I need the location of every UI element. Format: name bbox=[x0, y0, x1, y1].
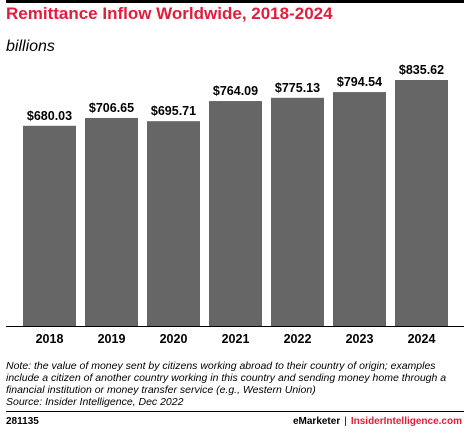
data-label-2022: $775.13 bbox=[275, 81, 320, 95]
brand-emarketer: eMarketer bbox=[292, 416, 341, 427]
bar-2022 bbox=[271, 97, 324, 326]
x-tick-2020: 2020 bbox=[160, 332, 188, 346]
credit: eMarketer | InsiderIntelligence.com bbox=[293, 416, 462, 427]
bar-chart: $680.03 2018 $706.65 2019 $695.71 2020 $764.09… bbox=[6, 63, 464, 346]
data-label-2019: $706.65 bbox=[89, 101, 134, 115]
x-tick-2018: 2018 bbox=[36, 332, 64, 346]
chart-note: Note: the value of money sent by citizen… bbox=[6, 360, 464, 408]
data-label-2020: $695.71 bbox=[151, 104, 196, 118]
x-tick-2019: 2019 bbox=[98, 332, 126, 346]
x-tick-2021: 2021 bbox=[222, 332, 250, 346]
bar-2019 bbox=[85, 117, 138, 326]
chart-subtitle: billions bbox=[6, 38, 55, 55]
x-tick-2024: 2024 bbox=[408, 332, 436, 346]
bar-2023 bbox=[333, 92, 386, 326]
brand-separator: | bbox=[344, 416, 347, 427]
bar-2024 bbox=[395, 80, 448, 326]
x-tick-2023: 2023 bbox=[346, 332, 374, 346]
chart-id: 281135 bbox=[6, 416, 39, 427]
bar-2021 bbox=[209, 101, 262, 326]
note-text: Note: the value of money sent by citizen… bbox=[6, 360, 447, 396]
source-text: Source: Insider Intelligence, Dec 2022 bbox=[6, 396, 184, 408]
data-label-2021: $764.09 bbox=[213, 84, 258, 98]
footer-rule bbox=[6, 411, 464, 412]
bar-2018 bbox=[23, 125, 76, 327]
data-label-2023: $794.54 bbox=[337, 75, 382, 89]
data-label-2018: $680.03 bbox=[27, 109, 72, 123]
data-label-2024: $835.62 bbox=[399, 63, 444, 77]
top-rule bbox=[6, 0, 464, 3]
bar-2020 bbox=[147, 121, 200, 326]
chart-title: Remittance Inflow Worldwide, 2018-2024 bbox=[6, 4, 333, 23]
brand-insider-intelligence: InsiderIntelligence.com bbox=[350, 416, 462, 427]
x-tick-2022: 2022 bbox=[284, 332, 312, 346]
